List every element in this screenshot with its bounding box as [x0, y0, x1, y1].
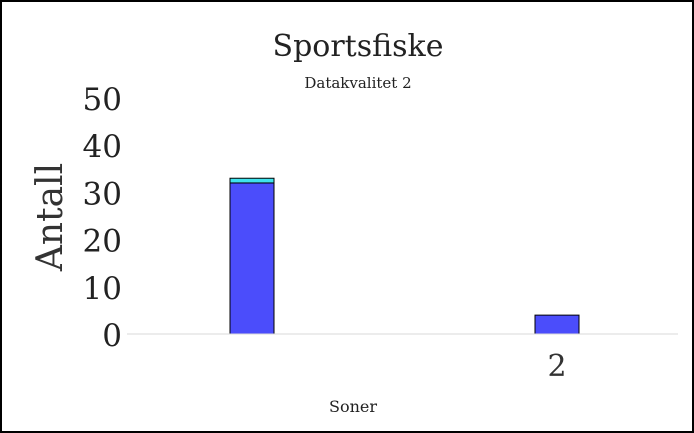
y-tick-label: 30 — [83, 176, 122, 212]
chart-subtitle: Datakvalitet 2 — [304, 74, 411, 92]
y-axis-label: Antall — [30, 163, 71, 272]
y-tick-label: 0 — [102, 318, 122, 354]
y-tick-label: 50 — [83, 82, 122, 118]
y-tick-label: 10 — [83, 271, 122, 307]
x-axis-label: Soner — [329, 397, 377, 416]
y-tick-label: 20 — [83, 224, 122, 260]
chart-title: Sportsfiske — [273, 29, 444, 64]
x-tick-label: 2 — [547, 349, 566, 384]
bar-segment — [229, 182, 275, 335]
bar-segment — [534, 314, 580, 335]
bar-segment — [229, 177, 275, 184]
y-tick-label: 40 — [83, 129, 122, 165]
